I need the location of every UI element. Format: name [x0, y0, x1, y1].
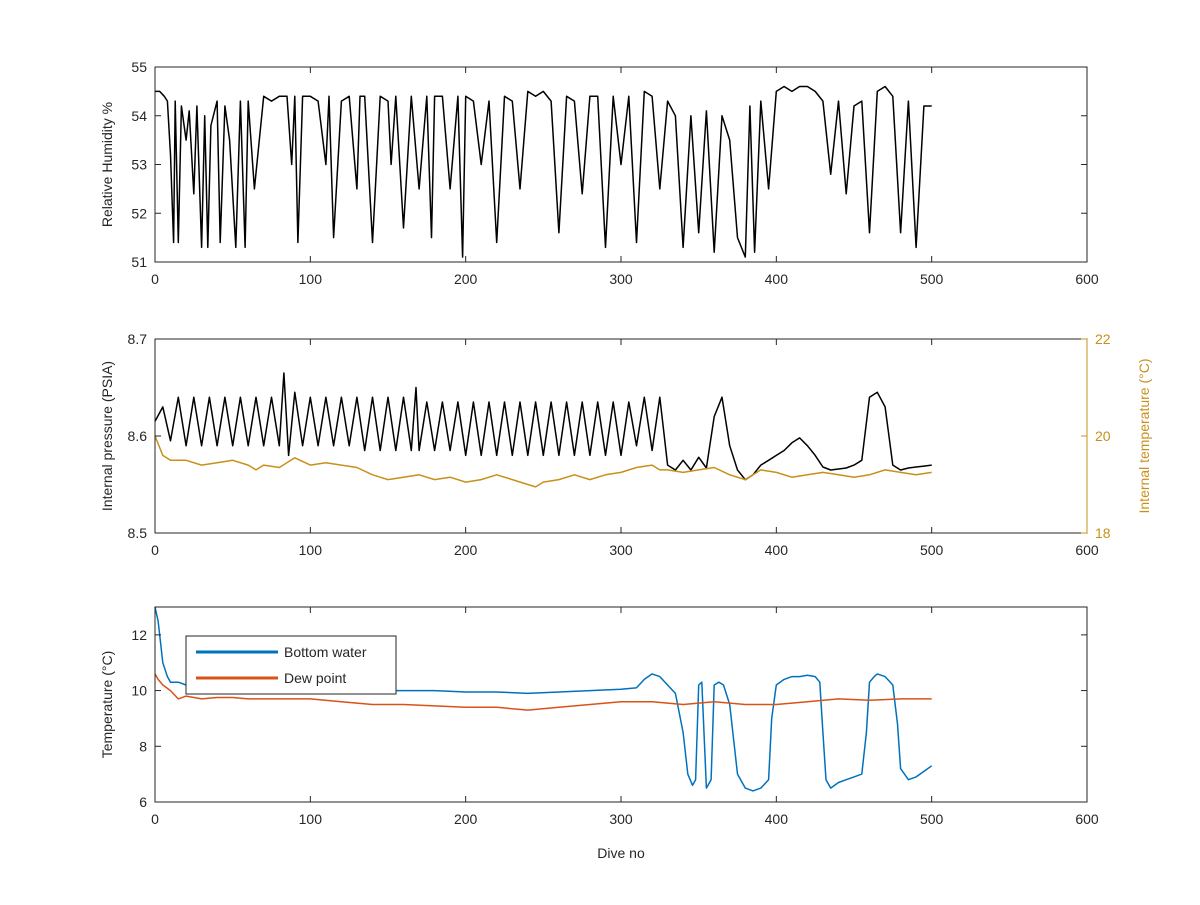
y-tick-label: 12: [131, 627, 147, 643]
y-tick-label: 51: [131, 254, 147, 270]
x-tick-label: 300: [609, 542, 633, 558]
y-tick-label: 53: [131, 157, 147, 173]
x-tick-label: 500: [920, 811, 944, 827]
x-tick-label: 600: [1075, 542, 1099, 558]
y-axis-label: Internal pressure (PSIA): [99, 361, 115, 511]
series-line-pressure-1: [154, 435, 932, 488]
y-tick-label: 8.5: [128, 525, 148, 541]
x-tick-label: 100: [299, 271, 323, 287]
y-tick-label: 54: [131, 108, 147, 124]
legend-label: Bottom water: [284, 644, 367, 660]
y-tick-label: 8.6: [128, 428, 148, 444]
x-tick-label: 200: [454, 542, 478, 558]
y-tick-label: 10: [131, 683, 147, 699]
panel-humidity: 0 100 200 300 400 500 600 51 52 53 54 55 Relative Hu…: [99, 59, 1099, 287]
y-axis-label: Temperature (°C): [99, 651, 115, 759]
y-tick-label: 55: [131, 59, 147, 75]
x-tick-label: 500: [920, 542, 944, 558]
x-tick-label: 0: [151, 542, 159, 558]
y-tick-label: 8.7: [128, 331, 148, 347]
y-tick-label: 52: [131, 205, 147, 221]
panel-pressure: 0 100 200 300 400 500 600 8.5 8.6 8.7 18 20 22 Intern…: [99, 331, 1152, 558]
x-tick-label: 400: [765, 811, 789, 827]
x-tick-label: 400: [765, 271, 789, 287]
y2-tick-label: 20: [1095, 428, 1111, 444]
series-line-pressure-0: [154, 372, 932, 481]
x-tick-label: 200: [454, 811, 478, 827]
series-line-humidity-0: [155, 85, 932, 258]
x-tick-label: 0: [151, 271, 159, 287]
x-tick-label: 0: [151, 811, 159, 827]
legend-box: [185, 635, 397, 695]
legend: Bottom water Dew point: [185, 635, 397, 695]
y2-axis-label: Internal temperature (°C): [1136, 359, 1152, 514]
y-tick-label: 6: [139, 794, 147, 810]
x-tick-label: 600: [1075, 271, 1099, 287]
x-tick-label: 100: [299, 811, 323, 827]
x-axis-label: Dive no: [597, 845, 645, 861]
y2-tick-label: 18: [1095, 525, 1111, 541]
y-tick-label: 8: [139, 738, 147, 754]
x-tick-label: 300: [609, 271, 633, 287]
y2-tick-label: 22: [1095, 331, 1111, 347]
legend-label: Dew point: [284, 670, 346, 686]
x-tick-label: 400: [765, 542, 789, 558]
x-tick-label: 500: [920, 271, 944, 287]
panel-temperature: 0 100 200 300 400 500 600 6 8 10 12 Temperature (°C…: [99, 606, 1099, 861]
series-line-temperature-1: [154, 673, 932, 711]
x-tick-label: 200: [454, 271, 478, 287]
x-tick-label: 100: [299, 542, 323, 558]
x-tick-label: 600: [1075, 811, 1099, 827]
y-axis-label: Relative Humidity %: [99, 102, 115, 227]
axes-frame: [154, 338, 1088, 534]
x-tick-label: 300: [609, 811, 633, 827]
